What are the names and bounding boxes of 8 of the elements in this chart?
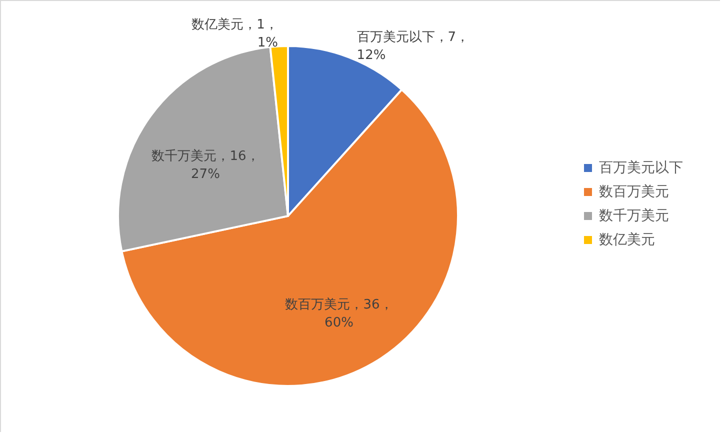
data-label: 数千万美元，16，27% <box>152 148 260 182</box>
data-label: 数百万美元，36，60% <box>285 296 393 330</box>
data-label: 百万美元以下，7，12% <box>356 28 470 63</box>
data-label: 数亿美元，1，1% <box>192 16 278 50</box>
legend-label: 百万美元以下 <box>599 160 683 176</box>
legend-label: 数百万美元 <box>599 184 669 200</box>
legend-label: 数千万美元 <box>599 208 669 224</box>
legend-label: 数亿美元 <box>599 232 655 248</box>
